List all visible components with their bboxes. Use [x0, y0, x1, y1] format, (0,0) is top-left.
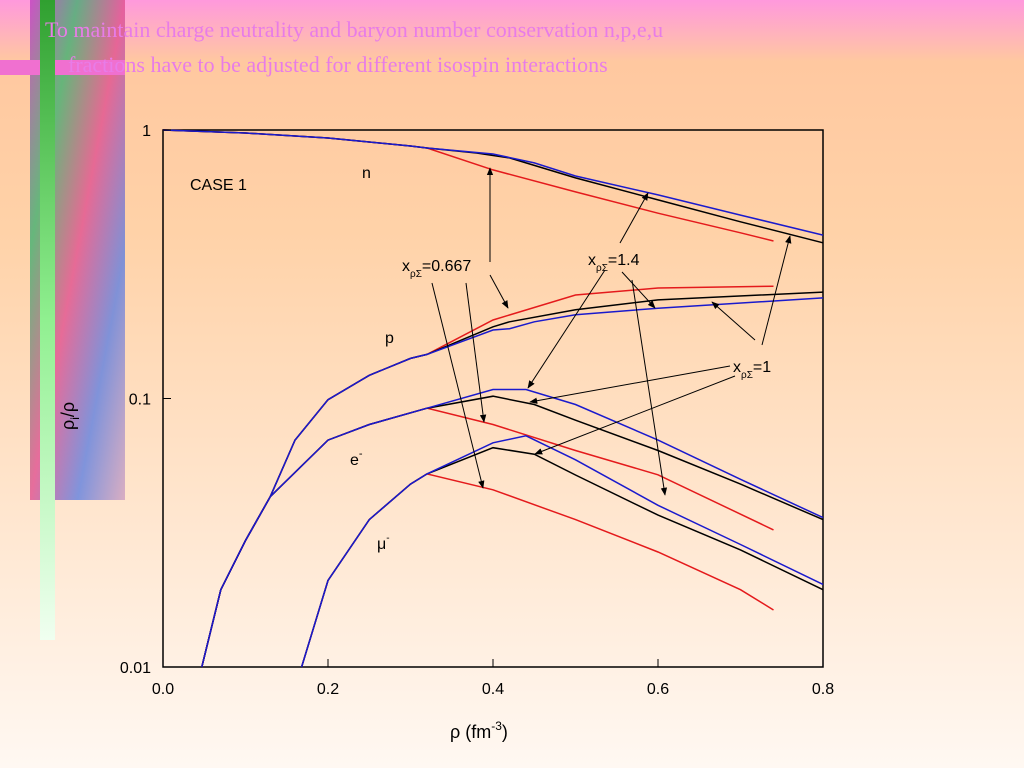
- x-tick-label: 0.6: [647, 681, 669, 698]
- y-tick-label: 0.01: [120, 660, 151, 677]
- text: ρ: [58, 420, 78, 430]
- label: e: [350, 452, 359, 469]
- x: x: [402, 258, 410, 275]
- sub: ρΣ: [410, 269, 422, 280]
- text: ρ (fm: [450, 722, 491, 742]
- x: x: [588, 252, 596, 269]
- eq: =1: [753, 359, 771, 376]
- decoration-strip: [40, 0, 55, 640]
- y-tick-label: 1: [142, 123, 151, 140]
- curve-label: μ-: [377, 533, 390, 553]
- case-label: CASE 1: [190, 177, 247, 194]
- sup: -: [386, 533, 389, 544]
- tail: ): [502, 722, 508, 742]
- x-tick-label: 0.8: [812, 681, 834, 698]
- sub: ρΣ: [596, 263, 608, 274]
- sub: ρΣ: [741, 370, 753, 381]
- y-axis-label: ρi/ρ: [58, 402, 82, 430]
- title-line: To maintain charge neutrality and baryon…: [45, 17, 663, 42]
- x-axis-label: ρ (fm-3): [450, 719, 508, 742]
- series-line: [300, 435, 824, 668]
- annotation: xρΣ=0.667: [402, 258, 471, 280]
- x-tick-label: 0.4: [482, 681, 504, 698]
- annotation: xρΣ=1.4: [588, 252, 640, 274]
- sup: -3: [491, 719, 502, 733]
- x-tick-label: 0.0: [152, 681, 174, 698]
- curve-label: n: [362, 165, 371, 182]
- curve-label: p: [385, 330, 394, 347]
- x-tick-label: 0.2: [317, 681, 339, 698]
- sup: -: [359, 448, 363, 460]
- tail: /ρ: [58, 402, 78, 417]
- sub: i: [68, 417, 82, 420]
- label: μ: [377, 536, 386, 553]
- arrows: [431, 167, 792, 496]
- x: x: [733, 359, 741, 376]
- y-tick-label: 0.1: [129, 392, 151, 409]
- series-line: [162, 129, 824, 236]
- eq: =0.667: [422, 258, 471, 275]
- annotation: xρΣ=1: [733, 359, 771, 381]
- title-line: fractions have to be adjusted for differ…: [68, 52, 608, 77]
- curve-label: e-: [350, 448, 363, 469]
- series-line: [201, 388, 824, 668]
- decoration-band: [0, 60, 125, 75]
- eq: =1.4: [608, 252, 640, 269]
